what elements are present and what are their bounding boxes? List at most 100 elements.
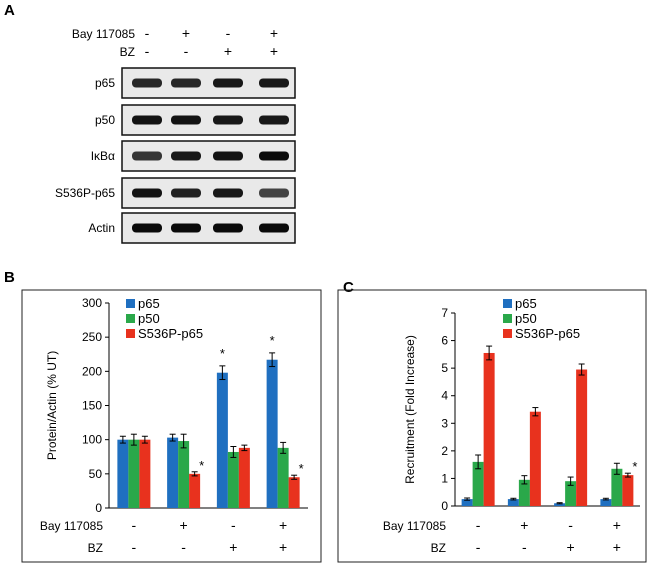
- x-treatment-label: Bay 117085: [383, 519, 446, 533]
- blot-band: [132, 78, 162, 88]
- blot-band: [171, 223, 201, 233]
- panel-a-label: A: [4, 2, 15, 19]
- x-treatment-sign: -: [568, 517, 573, 533]
- blot-sign: +: [224, 43, 232, 59]
- x-treatment-sign: +: [279, 539, 287, 555]
- x-treatment-sign: -: [476, 539, 481, 555]
- y-tick-label: 0: [95, 501, 102, 515]
- x-treatment-sign: -: [522, 539, 527, 555]
- bar-p50: [178, 441, 190, 508]
- y-tick-label: 150: [82, 399, 102, 413]
- bar-S536P-p65: [529, 411, 541, 506]
- bar-S536P-p65: [622, 475, 634, 506]
- x-treatment-label: BZ: [88, 541, 103, 555]
- western-blot: - + - + - - + + p65 p50 IκBα S536P-p65 Actin: [55, 25, 296, 244]
- blot-sign: -: [145, 25, 150, 41]
- x-treatment-sign: +: [520, 517, 528, 533]
- blot-band: [171, 78, 201, 88]
- y-tick-label: 6: [441, 334, 448, 348]
- significance-marker: *: [220, 346, 225, 361]
- legend-swatch: [503, 329, 512, 338]
- blot-sign: +: [270, 43, 278, 59]
- y-tick-label: 3: [441, 416, 448, 430]
- legend-entry: p65: [138, 296, 160, 311]
- blot-sign: -: [226, 25, 231, 41]
- bar-p65: [507, 499, 519, 506]
- x-treatment-label: Bay 117085: [40, 519, 103, 533]
- chart-c: 0 1 2 3 4 5 6 7 Recruitment (Fold Increase) * p65p…: [337, 289, 647, 563]
- blot-band: [132, 151, 162, 161]
- significance-marker: *: [270, 333, 275, 348]
- x-treatment-sign: +: [613, 517, 621, 533]
- bar-p65: [117, 439, 129, 508]
- y-axis-label: Recruitment (Fold Increase): [403, 335, 417, 484]
- legend-entry: p50: [138, 311, 160, 326]
- bar-p50: [227, 451, 239, 508]
- chart-frame: [337, 289, 647, 563]
- x-treatment-sign: -: [132, 539, 137, 555]
- bar-p50: [128, 439, 140, 508]
- y-tick-label: 5: [441, 361, 448, 375]
- y-tick-label: 250: [82, 330, 102, 344]
- x-treatment-sign: -: [132, 517, 137, 533]
- blot-band: [259, 223, 289, 233]
- bar-p65: [167, 437, 179, 508]
- y-tick-label: 200: [82, 364, 102, 378]
- bar-S536P-p65: [288, 477, 300, 508]
- blot-band: [132, 115, 162, 125]
- bar-p65: [554, 503, 566, 506]
- x-treatment-sign: -: [181, 539, 186, 555]
- y-tick-label: 1: [441, 471, 448, 485]
- y-tick-label: 0: [441, 499, 448, 513]
- blot-band-label: p65: [95, 76, 115, 90]
- legend-entry: S536P-p65: [138, 326, 203, 341]
- blot-band: [132, 188, 162, 198]
- legend-swatch: [503, 299, 512, 308]
- chart-frame: [21, 289, 322, 563]
- blot-band: [171, 115, 201, 125]
- blot-band: [213, 115, 243, 125]
- bar-S536P-p65: [483, 352, 495, 506]
- blot-band: [259, 115, 289, 125]
- bar-p50: [277, 447, 289, 508]
- x-treatment-sign: +: [180, 517, 188, 533]
- legend-entry: S536P-p65: [515, 326, 580, 341]
- significance-marker: *: [199, 458, 204, 473]
- blot-treatment-header: Bay 117085 BZ: [72, 27, 135, 59]
- bar-p65: [600, 499, 612, 506]
- blot-treatment-label-bay: Bay 117085: [72, 27, 135, 41]
- chart-b: 0 50 100 150 200 250 300 Protein/Actin (% UT) * *…: [21, 289, 322, 563]
- y-axis-label: Protein/Actin (% UT): [45, 351, 59, 460]
- blot-sign: -: [145, 43, 150, 59]
- blot-treatment-label-bz: BZ: [120, 45, 135, 59]
- legend-swatch: [126, 299, 135, 308]
- x-treatment-sign: +: [613, 539, 621, 555]
- x-treatment-sign: +: [567, 539, 575, 555]
- bar-S536P-p65: [139, 439, 151, 508]
- x-treatment-sign: +: [279, 517, 287, 533]
- blot-band: [213, 223, 243, 233]
- blot-band: [171, 188, 201, 198]
- legend-entry: p50: [515, 311, 537, 326]
- bar-p65: [461, 499, 473, 506]
- blot-band-label: Actin: [88, 221, 115, 235]
- blot-band: [132, 223, 162, 233]
- bar-S536P-p65: [189, 473, 201, 508]
- bar-p50: [472, 461, 484, 506]
- bar-p65: [216, 372, 228, 508]
- bar-p50: [611, 468, 623, 506]
- y-tick-label: 300: [82, 296, 102, 310]
- x-treatment-label: BZ: [431, 541, 446, 555]
- legend-swatch: [126, 329, 135, 338]
- bar-p50: [565, 481, 577, 506]
- bar-p50: [518, 479, 530, 506]
- blot-band: [213, 151, 243, 161]
- bar-S536P-p65: [576, 369, 588, 506]
- blot-band: [259, 188, 289, 198]
- blot-band: [213, 188, 243, 198]
- blot-band-label: IκBα: [91, 149, 115, 163]
- panel-c-label: C: [343, 279, 354, 296]
- y-tick-label: 50: [89, 467, 103, 481]
- y-tick-label: 4: [441, 389, 448, 403]
